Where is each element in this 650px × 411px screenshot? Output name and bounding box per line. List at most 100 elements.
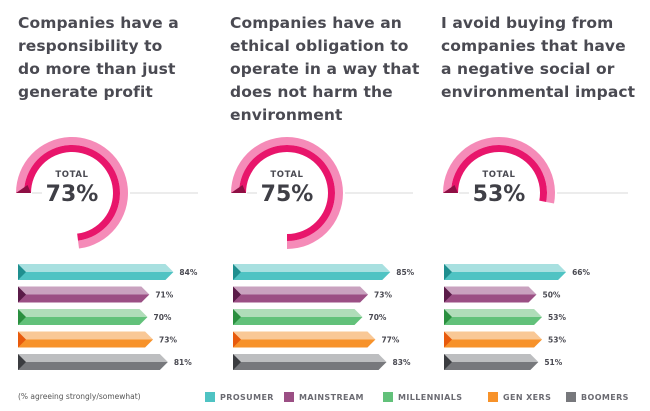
bar-start-triangle <box>18 354 26 370</box>
panel-heading: Companies have a responsibility to do mo… <box>18 14 179 101</box>
legend-item-boomers: BOOMERS <box>566 391 629 403</box>
bar-value-label: 77% <box>381 336 399 345</box>
bar-top <box>18 264 174 272</box>
bar-value-label: 66% <box>572 268 590 277</box>
legend-swatch <box>284 392 294 402</box>
bar-millennials: 70% <box>18 309 172 325</box>
bar-value-label: 70% <box>369 313 387 322</box>
bar-bottom <box>18 317 148 325</box>
segment-bars: 85% 73% 70% 77% 83% <box>215 262 430 382</box>
bar-prosumer: 85% <box>233 264 415 280</box>
bar-prosumer: 66% <box>444 264 591 280</box>
legend-item-millennials: MILLENNIALS <box>383 391 462 403</box>
bar-prosumer: 84% <box>18 264 198 280</box>
panel-heading: Companies have an ethical obligation to … <box>230 14 420 124</box>
gauge-total-label: TOTAL <box>270 170 304 180</box>
bar-top <box>233 331 376 340</box>
bar-start-triangle <box>233 286 241 303</box>
bar-top <box>18 331 154 340</box>
bar-top <box>444 286 537 295</box>
bar-value-label: 53% <box>548 336 566 345</box>
bar-start-triangle <box>18 331 26 348</box>
bar-bottom <box>233 362 387 370</box>
gauge-arc-inner <box>451 145 547 202</box>
legend-label: BOOMERS <box>581 392 629 402</box>
bar-value-label: 84% <box>179 268 197 277</box>
total-gauge: TOTAL 53% <box>430 137 645 258</box>
bar-value-label: 71% <box>155 291 173 300</box>
legend-swatch <box>205 392 215 402</box>
legend-label: MAINSTREAM <box>299 392 364 402</box>
bar-top <box>233 264 391 272</box>
bar-start-triangle <box>444 264 452 280</box>
bar-gen-xers: 77% <box>233 331 400 348</box>
gauge-ring <box>443 137 628 204</box>
panel-heading: I avoid buying from companies that have … <box>441 14 636 101</box>
bar-value-label: 81% <box>174 358 192 367</box>
bar-mainstream: 50% <box>444 286 561 303</box>
bar-top <box>233 354 387 362</box>
bar-bottom <box>233 294 369 303</box>
legend-swatch <box>488 392 498 402</box>
legend-label: PROSUMER <box>220 392 274 402</box>
bar-start-triangle <box>444 309 452 325</box>
bar-top <box>444 309 543 317</box>
bar-value-label: 73% <box>159 336 177 345</box>
legend-item-gen-xers: GEN XERS <box>488 391 551 403</box>
gauge-total-value: 75% <box>260 182 314 207</box>
legend-label: GEN XERS <box>503 392 552 402</box>
total-gauge: TOTAL 73% <box>0 137 215 258</box>
bar-start-triangle <box>233 354 241 370</box>
bar-bottom <box>444 339 543 348</box>
bar-value-label: 70% <box>154 313 172 322</box>
bar-bottom <box>18 272 174 280</box>
total-gauge: TOTAL 75% <box>215 137 430 258</box>
chart-panel-avoid-buying: I avoid buying from companies that have … <box>430 0 645 385</box>
bar-top <box>444 264 567 272</box>
bar-boomers: 51% <box>444 354 563 370</box>
chart-panel-profit: Companies have a responsibility to do mo… <box>0 0 215 385</box>
bar-top <box>233 286 369 295</box>
bar-bottom <box>18 339 154 348</box>
bar-bottom <box>18 362 168 370</box>
bar-gen-xers: 73% <box>18 331 177 348</box>
gauge-total-label: TOTAL <box>55 170 89 180</box>
gauge-ring <box>16 137 198 249</box>
bar-value-label: 83% <box>393 358 411 367</box>
bar-start-triangle <box>18 264 26 280</box>
bar-top <box>233 309 363 317</box>
bar-top <box>444 331 543 340</box>
gauge-ring <box>231 137 413 249</box>
bar-bottom <box>444 317 543 325</box>
bar-bottom <box>18 294 150 303</box>
bar-start-triangle <box>233 309 241 325</box>
bar-boomers: 83% <box>233 354 411 370</box>
gauge-arc-outer <box>443 137 555 204</box>
legend-swatch <box>566 392 576 402</box>
bar-bottom <box>233 317 363 325</box>
segment-bars: 66% 50% 53% 53% 51% <box>430 262 645 382</box>
bars-svg: 84% 71% 70% 73% 81% <box>18 264 198 370</box>
bar-start-triangle <box>444 354 452 370</box>
bar-bottom <box>444 362 539 370</box>
bar-bottom <box>444 294 537 303</box>
bars-svg: 85% 73% 70% 77% 83% <box>233 264 415 370</box>
bar-top <box>18 354 168 362</box>
bar-start-triangle <box>18 309 26 325</box>
chart-panel-environment: Companies have an ethical obligation to … <box>215 0 430 385</box>
bar-bottom <box>233 272 391 280</box>
bar-top <box>18 309 148 317</box>
legend-label: MILLENNIALS <box>398 392 463 402</box>
bar-start-triangle <box>444 286 452 303</box>
bar-value-label: 50% <box>543 291 561 300</box>
bar-bottom <box>233 339 376 348</box>
bar-value-label: 73% <box>374 291 392 300</box>
bar-gen-xers: 53% <box>444 331 566 348</box>
gauge-total-value: 73% <box>45 182 99 207</box>
bar-start-triangle <box>233 331 241 348</box>
bar-start-triangle <box>233 264 241 280</box>
gauge-total-value: 53% <box>472 182 526 207</box>
bar-boomers: 81% <box>18 354 192 370</box>
bar-bottom <box>444 272 567 280</box>
bar-start-triangle <box>18 286 26 303</box>
